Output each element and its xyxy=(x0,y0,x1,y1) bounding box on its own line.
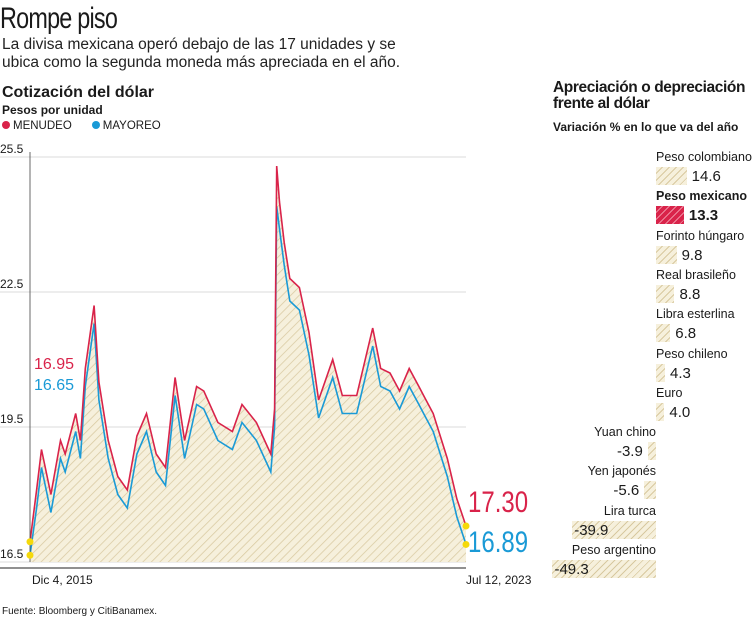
bar-value: 4.0 xyxy=(669,403,691,421)
legend-menudeo: MENUDEO xyxy=(2,120,72,132)
bar-chart-subtitle: Variación % en lo que va del año xyxy=(553,120,739,134)
bar-value: 8.8 xyxy=(679,285,701,303)
y-tick-label: 16.5 xyxy=(0,547,24,561)
legend-mayoreo: MAYOREO xyxy=(91,120,161,132)
menudeo-line xyxy=(29,165,467,542)
end-label-mayoreo: 16.89 xyxy=(468,526,529,559)
mayoreo-dot-icon xyxy=(91,121,100,129)
bar-chart-title: Apreciación o depreciación frente al dól… xyxy=(553,79,746,112)
bar-label: Yuan chino xyxy=(594,425,656,440)
bar-value: -3.9 xyxy=(616,443,643,461)
bar-label: Lira turca xyxy=(603,503,656,518)
bar xyxy=(656,402,665,421)
bar xyxy=(647,442,656,461)
source-note: Fuente: Bloomberg y CitiBanamex. xyxy=(2,606,158,617)
bar-value: -5.6 xyxy=(613,482,640,500)
endpoint-dot xyxy=(462,522,470,530)
bar xyxy=(656,363,666,382)
bar-label: Peso argentino xyxy=(571,543,656,557)
legend-label: MAYOREO xyxy=(102,120,161,132)
bar-value: 14.6 xyxy=(691,168,721,185)
line-chart-subtitle: Pesos por unidad xyxy=(2,103,103,117)
bar-label: Real brasileño xyxy=(656,267,736,282)
endpoint-dot xyxy=(26,551,34,559)
bar-value: 9.8 xyxy=(681,246,703,264)
bar xyxy=(656,324,671,343)
subheadline: La divisa mexicana operó debajo de las 1… xyxy=(2,36,401,71)
mayoreo-line xyxy=(29,206,467,556)
x-label-end: Jul 12, 2023 xyxy=(466,573,532,587)
y-tick-label: 22.5 xyxy=(0,277,24,291)
headline: Rompe piso xyxy=(0,2,118,35)
bar-value: 13.3 xyxy=(688,207,719,225)
bar-label: Euro xyxy=(656,385,683,400)
bar-value: 4.3 xyxy=(670,364,691,382)
bar-value: -39.9 xyxy=(574,521,609,539)
endpoint-dot xyxy=(26,538,34,546)
end-label-menudeo: 17.30 xyxy=(468,486,529,519)
line-chart-title: Cotización del dólar xyxy=(2,84,155,101)
bar xyxy=(644,481,656,500)
bar-label: Peso chileno xyxy=(656,346,728,361)
bar-label: Peso mexicano xyxy=(656,189,748,204)
start-label-menudeo: 16.95 xyxy=(34,356,75,373)
bar xyxy=(656,284,675,303)
bar-value: 6.8 xyxy=(675,325,697,343)
bar xyxy=(572,520,656,539)
bar xyxy=(656,167,687,185)
legend-label: MENUDEO xyxy=(13,120,72,132)
start-label-mayoreo: 16.65 xyxy=(34,377,75,394)
x-label-start: Dic 4, 2015 xyxy=(32,573,93,587)
bar-label: Forinto húngaro xyxy=(656,228,745,243)
bar-label: Yen japonés xyxy=(587,464,656,479)
area-fill xyxy=(30,166,466,562)
menudeo-dot-icon xyxy=(2,121,10,129)
y-tick-label: 25.5 xyxy=(0,142,24,156)
legend: MENUDEO MAYOREO xyxy=(2,120,161,132)
bar xyxy=(552,560,656,578)
bar xyxy=(656,206,684,225)
endpoint-dot xyxy=(462,540,470,548)
bar-label: Peso colombiano xyxy=(656,150,752,164)
bar-value: -49.3 xyxy=(554,561,589,578)
y-tick-label: 19.5 xyxy=(0,412,24,426)
bar-label: Libra esterlina xyxy=(656,307,735,322)
bar xyxy=(656,245,677,264)
